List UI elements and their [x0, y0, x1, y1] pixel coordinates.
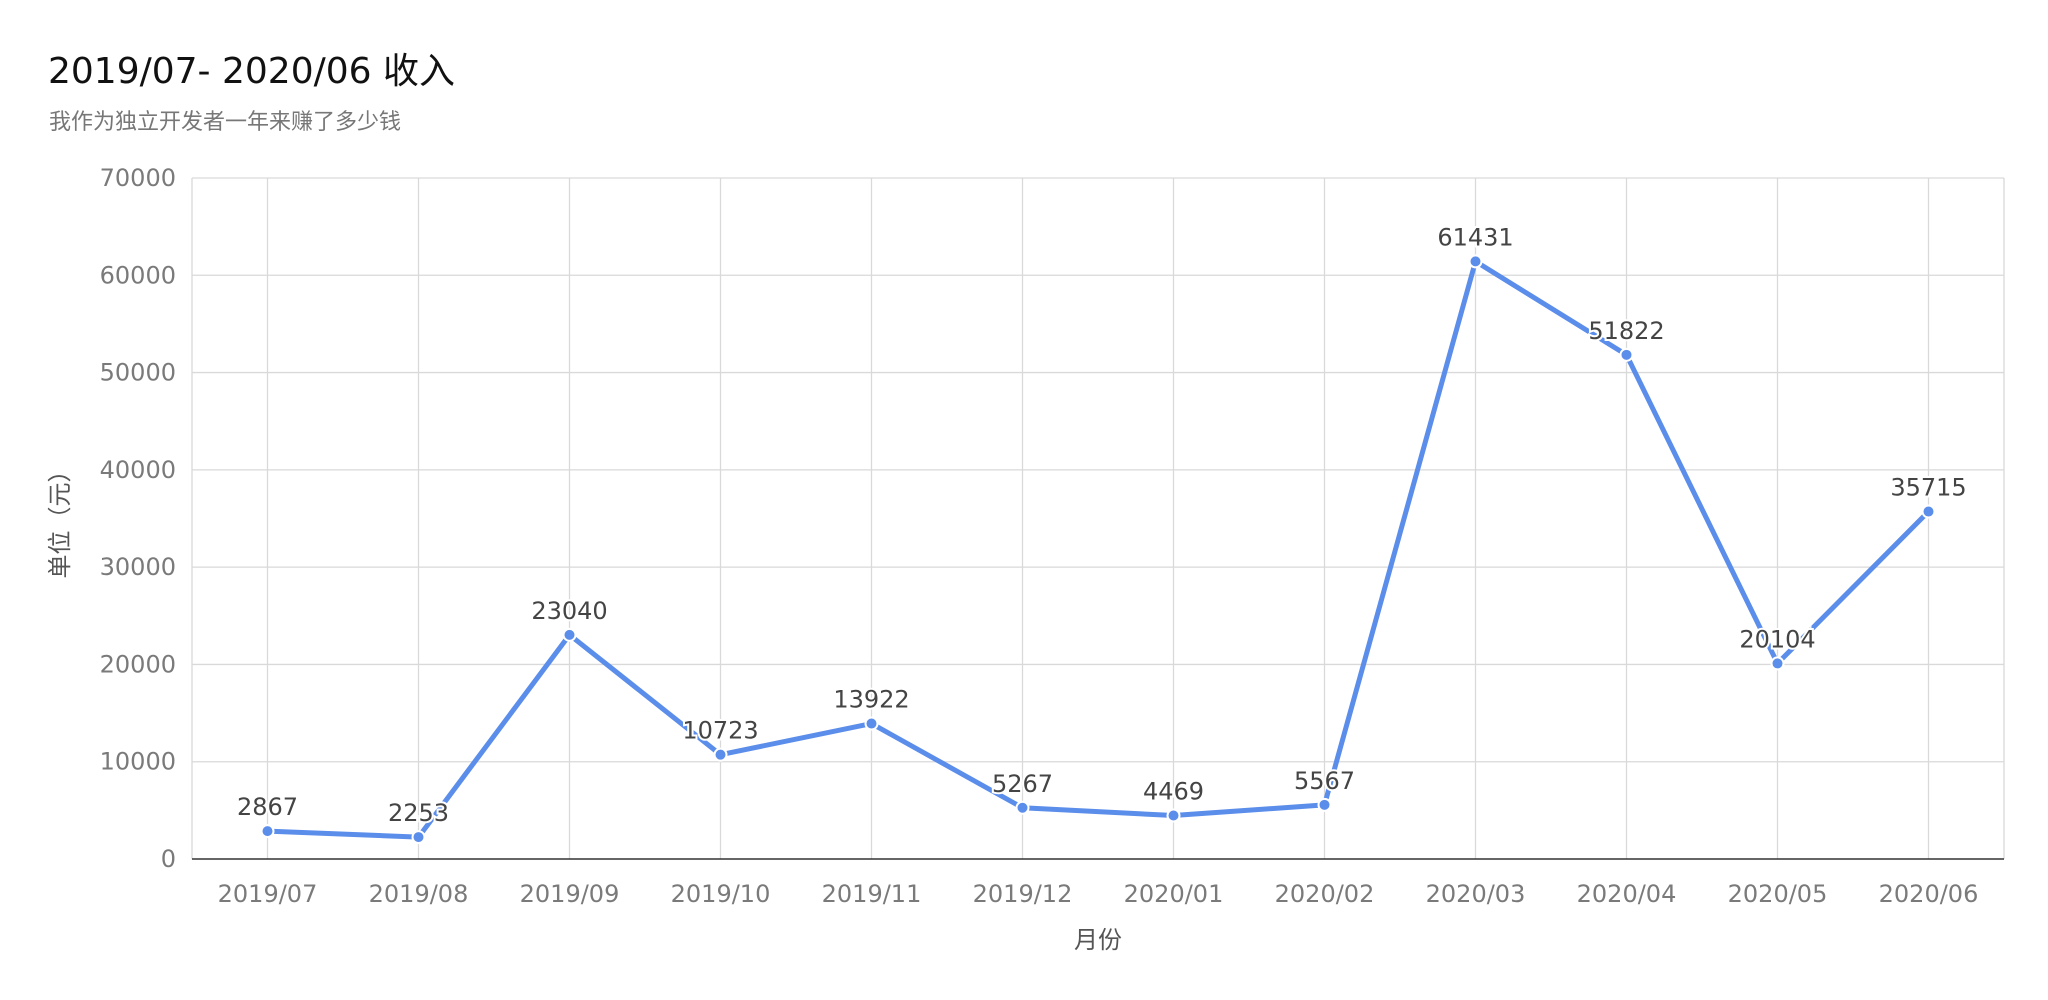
- data-point[interactable]: [562, 627, 577, 642]
- data-point[interactable]: [1770, 656, 1785, 671]
- y-tick-label: 0: [161, 845, 176, 873]
- data-point[interactable]: [1166, 808, 1181, 823]
- x-tick-label: 2020/05: [1728, 880, 1828, 908]
- data-label: 13922: [833, 686, 909, 714]
- y-tick-label: 70000: [100, 164, 176, 192]
- data-label: 20104: [1739, 625, 1815, 653]
- x-tick-label: 2019/07: [218, 880, 318, 908]
- x-axis-title: 月份: [1074, 926, 1122, 954]
- data-label: 5567: [1294, 767, 1355, 795]
- x-tick-label: 2019/10: [671, 880, 771, 908]
- y-tick-label: 10000: [100, 748, 176, 776]
- x-tick-label: 2020/03: [1426, 880, 1526, 908]
- x-tick-label: 2020/01: [1124, 880, 1224, 908]
- data-label: 2253: [388, 799, 449, 827]
- x-tick-label: 2019/11: [822, 880, 922, 908]
- data-point[interactable]: [1619, 347, 1634, 362]
- data-point[interactable]: [1015, 800, 1030, 815]
- data-label: 10723: [682, 717, 758, 745]
- axis-layer: 0 10000 20000 30000 40000 50000 60000 70000 2019…: [100, 164, 2004, 908]
- data-point[interactable]: [864, 716, 879, 731]
- x-tick-label: 2020/06: [1879, 880, 1979, 908]
- data-point[interactable]: [713, 747, 728, 762]
- x-tick-label: 2019/08: [369, 880, 469, 908]
- x-tick-label: 2020/02: [1275, 880, 1375, 908]
- data-point[interactable]: [260, 824, 275, 839]
- data-label: 5267: [992, 770, 1053, 798]
- y-tick-label: 50000: [100, 359, 176, 387]
- y-axis-title: 单位（元）: [46, 459, 74, 579]
- data-point[interactable]: [1317, 797, 1332, 812]
- data-point[interactable]: [1921, 504, 1936, 519]
- labels-layer: 2867 2253 23040 10723 13922 5267 4469 5567 61431…: [235, 221, 1969, 829]
- data-label: 2867: [237, 793, 298, 821]
- data-label: 51822: [1588, 317, 1664, 345]
- x-tick-label: 2019/12: [973, 880, 1073, 908]
- y-tick-label: 30000: [100, 553, 176, 581]
- y-tick-label: 20000: [100, 650, 176, 678]
- series-line: [265, 258, 1931, 840]
- chart-title: 2019/07- 2020/06 收入: [48, 51, 455, 92]
- y-tick-label: 40000: [100, 456, 176, 484]
- series-layer: [260, 254, 1936, 845]
- grid-layer: [191, 177, 2005, 859]
- data-label: 61431: [1437, 223, 1513, 251]
- y-tick-label: 60000: [100, 261, 176, 289]
- chart-subtitle: 我作为独立开发者一年来赚了多少钱: [49, 110, 402, 135]
- x-tick-label: 2020/04: [1577, 880, 1677, 908]
- data-point[interactable]: [1468, 254, 1483, 269]
- data-label: 4469: [1143, 778, 1204, 806]
- data-point[interactable]: [411, 830, 426, 845]
- x-tick-label: 2019/09: [520, 880, 620, 908]
- data-label: 23040: [531, 597, 607, 625]
- data-label: 35715: [1890, 474, 1966, 502]
